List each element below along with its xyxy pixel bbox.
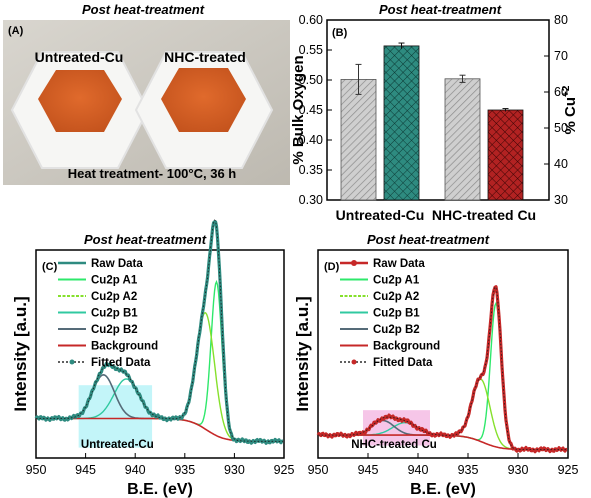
legend-entry: Background [91,341,158,353]
legend-entry: Cu2p A1 [91,275,138,287]
x-tick-label: 930 [224,463,245,477]
background-curve [36,417,283,443]
x-axis-label: B.E. (eV) [410,481,476,498]
x-tick-label: 935 [174,463,195,477]
heat-treatment-caption: Heat treatment- 100°C, 36 h [68,166,237,181]
y-tick-label: 0.50 [299,73,323,87]
legend-entry: Cu2p A1 [373,275,420,287]
y2-tick-label: 60 [554,85,568,99]
legend-entry: Fitted Data [91,357,151,369]
y-tick-label: 0.45 [299,103,323,117]
fitted-data-curve [318,286,567,451]
plot-frame [35,249,285,459]
legend-entry: Cu2p A2 [373,291,419,303]
legend-entry: Background [373,341,440,353]
x-tick-label: 950 [308,463,329,477]
raw-data-curve [34,220,284,445]
peak-a1-curve [442,301,550,451]
y2-tick-label: 40 [554,157,568,171]
panel-c-title: Post heat-treatment [84,232,207,247]
panel-c: Post heat-treatment (C) 950 945 940 935 930 92… [11,219,295,498]
legend-entry: Fitted Data [373,357,433,369]
x-axis-label: B.E. (eV) [127,481,193,498]
legend-marker [351,359,357,365]
panel-b-title: Post heat-treatment [379,2,502,17]
x-tick-label: 945 [75,463,96,477]
fitted-data-curve [36,219,283,442]
legend-entry: Cu2p B1 [91,308,138,320]
x-tick-label: 940 [125,463,146,477]
region-label: Untreated-Cu [81,439,154,451]
y-axis-label: Intensity [a.u.] [11,296,30,411]
peak-a2-curve [152,312,260,442]
panel-d: Post heat-treatment (D) 950 945 940 935 930 92… [293,232,578,498]
cu2-bar [383,45,420,201]
y2-tick-label: 70 [554,49,568,63]
panel-label: (C) [42,261,58,273]
x-tick-label: 950 [26,463,47,477]
right-sample-label: NHC-treated [164,49,246,65]
y-axis-label: Intensity [a.u.] [293,296,312,411]
cu2-bar [487,109,524,201]
region-label: NHC-treated Cu [351,439,437,451]
left-sample-label: Untreated-Cu [35,49,124,65]
y-tick-label: 0.30 [299,193,323,207]
left-powder-sample [38,70,122,132]
raw-data-curve [316,285,568,454]
y-tick-label: 0.55 [299,43,323,57]
panel-a-title: Post heat-treatment [82,2,205,17]
panel-d-title: Post heat-treatment [367,232,490,247]
legend-entry: Raw Data [91,258,143,270]
y-tick-label: 0.35 [299,163,323,177]
legend-entry: Cu2p A2 [91,291,137,303]
panel-b-y-label: % Bulk Oxygen [290,55,307,164]
category-label: Untreated-Cu [336,207,425,223]
x-tick-label: 925 [558,463,579,477]
legend-entry: Cu2p B2 [91,324,138,336]
bulk-oxygen-bar [444,78,481,201]
panel-b-y2-label: % Cu+2 [561,85,579,134]
panel-a: Post heat-treatment (A) Untreated-Cu NHC… [3,2,290,185]
legend-entry: Cu2p B1 [373,308,420,320]
x-tick-label: 940 [408,463,429,477]
panel-b-label: (B) [332,27,348,39]
category-label: NHC-treated Cu [432,207,536,223]
y2-tick-label: 80 [554,13,568,27]
legend-marker [351,260,357,266]
right-powder-sample [161,68,246,132]
plot-frame [317,249,569,459]
panel-b: Post heat-treatment (B) 0.30 0.35 0.40 0.45… [290,2,579,223]
x-tick-label: 945 [358,463,379,477]
x-tick-label: 930 [508,463,529,477]
x-tick-label: 935 [458,463,479,477]
panel-a-label: (A) [8,25,24,37]
legend-entry: Cu2p B2 [373,324,420,336]
legend-marker [69,359,75,365]
y-tick-label: 0.40 [299,133,323,147]
y-tick-label: 0.60 [299,13,323,27]
panel-label: (D) [324,261,340,273]
y2-tick-label: 30 [554,193,568,207]
legend-entry: Raw Data [373,258,425,270]
x-tick-label: 925 [274,463,295,477]
y2-tick-label: 50 [554,121,568,135]
bulk-oxygen-bar [340,79,377,201]
